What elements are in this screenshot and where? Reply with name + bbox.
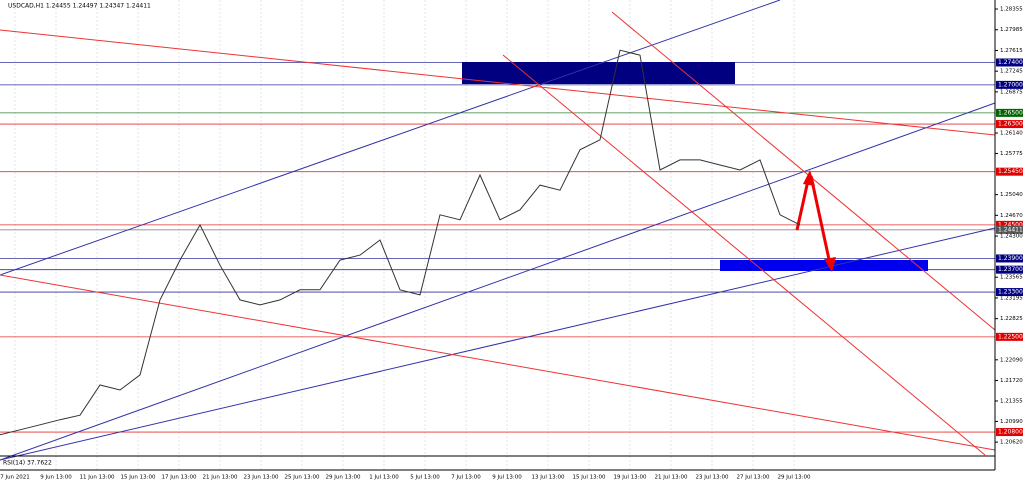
arrow bbox=[795, 175, 811, 231]
level-label: 1.23300 bbox=[998, 289, 1023, 296]
x-tick-label: 13 Jul 13:00 bbox=[532, 475, 565, 481]
trend-line bbox=[0, 0, 781, 276]
level-tag bbox=[996, 265, 1023, 274]
level-label: 1.23900 bbox=[998, 255, 1023, 262]
supply-zone bbox=[462, 62, 735, 84]
y-tick-label: 1.25040 bbox=[1000, 192, 1023, 198]
level-tag bbox=[996, 58, 1023, 67]
drawings bbox=[0, 0, 996, 461]
x-tick-label: 29 Jun 13:00 bbox=[326, 475, 361, 481]
level-label: 1.24500 bbox=[998, 221, 1023, 228]
level-label: 1.22500 bbox=[998, 333, 1023, 340]
x-tick-label: 1 Jul 13:00 bbox=[369, 475, 399, 481]
chart-title: USDCAD,H1 1.24455 1.24497 1.24347 1.2441… bbox=[8, 3, 151, 10]
x-tick-label: 23 Jul 13:00 bbox=[696, 475, 729, 481]
trend-line bbox=[0, 274, 996, 451]
y-tick-label: 1.23565 bbox=[1000, 275, 1023, 281]
x-tick-label: 5 Jul 13:00 bbox=[410, 475, 440, 481]
axes: 1.28355 1.27985 1.27615 1.27245 1.26875 1.261… bbox=[0, 7, 1023, 481]
level-label: 1.25450 bbox=[998, 168, 1023, 175]
level-tag bbox=[996, 220, 1023, 229]
x-tick-label: 11 Jun 13:00 bbox=[80, 475, 115, 481]
trend-line bbox=[0, 227, 996, 461]
level-label: 1.27000 bbox=[998, 81, 1023, 88]
level-tag bbox=[996, 428, 1023, 437]
y-tick-label: 1.27615 bbox=[1000, 48, 1023, 54]
levels: 1.27400 1.27000 1.26500 1.26300 1.25450 1.245… bbox=[0, 58, 1023, 437]
y-tick-label: 1.20620 bbox=[1000, 440, 1023, 446]
level-tag bbox=[996, 167, 1023, 176]
level-label: 1.23700 bbox=[998, 266, 1023, 273]
price-line bbox=[0, 49, 801, 436]
x-tick-label: 9 Jul 13:00 bbox=[492, 475, 522, 481]
y-tick-label: 1.20990 bbox=[1000, 419, 1023, 425]
level-label: 1.27400 bbox=[998, 59, 1023, 66]
level-label: 1.26300 bbox=[998, 121, 1023, 128]
y-tick-label: 1.27985 bbox=[1000, 27, 1023, 33]
y-tick-label: 1.22090 bbox=[1000, 357, 1023, 363]
y-tick-label: 1.26875 bbox=[1000, 89, 1023, 95]
x-tick-label: 7 Jun 2021 bbox=[0, 475, 30, 481]
y-tick-label: 1.25775 bbox=[1000, 151, 1023, 157]
y-tick-label: 1.24300 bbox=[1000, 234, 1023, 240]
y-tick-label: 1.24670 bbox=[1000, 213, 1023, 219]
y-tick-label: 1.28355 bbox=[1000, 7, 1023, 13]
demand-zone bbox=[720, 260, 928, 271]
trend-line bbox=[0, 29, 996, 136]
arrow bbox=[809, 175, 832, 265]
x-tick-label: 17 Jun 13:00 bbox=[162, 475, 197, 481]
level-tag bbox=[996, 332, 1023, 341]
x-tick-label: 19 Jul 13:00 bbox=[614, 475, 647, 481]
level-label: 1.20800 bbox=[998, 429, 1023, 436]
level-label: 1.24411 bbox=[998, 226, 1023, 233]
level-tag bbox=[996, 80, 1023, 89]
trend-line bbox=[611, 11, 996, 331]
x-tick-label: 15 Jul 13:00 bbox=[573, 475, 606, 481]
level-tag bbox=[996, 120, 1023, 129]
level-tag bbox=[996, 254, 1023, 263]
y-tick-label: 1.23195 bbox=[1000, 295, 1023, 301]
indicator-label: RSI(14) 37.7622 bbox=[3, 460, 52, 467]
x-tick-label: 27 Jul 13:00 bbox=[737, 475, 770, 481]
x-tick-label: 21 Jul 13:00 bbox=[655, 475, 688, 481]
level-tag bbox=[996, 288, 1023, 297]
x-tick-label: 7 Jul 13:00 bbox=[451, 475, 481, 481]
x-tick-label: 25 Jun 13:00 bbox=[285, 475, 320, 481]
trend-line bbox=[502, 54, 986, 456]
y-tick-label: 1.22825 bbox=[1000, 316, 1023, 322]
level-tag bbox=[996, 225, 1023, 234]
arrow-head bbox=[824, 257, 836, 272]
level-tag bbox=[996, 108, 1023, 117]
level-label: 1.26500 bbox=[998, 109, 1023, 116]
price-plot bbox=[0, 49, 801, 436]
y-tick-label: 1.21355 bbox=[1000, 398, 1023, 404]
x-tick-label: 9 Jun 13:00 bbox=[40, 475, 72, 481]
y-tick-label: 1.21720 bbox=[1000, 378, 1023, 384]
x-tick-label: 23 Jun 13:00 bbox=[244, 475, 279, 481]
y-tick-label: 1.26140 bbox=[1000, 131, 1023, 137]
y-tick-label: 1.27245 bbox=[1000, 69, 1023, 75]
x-tick-label: 15 Jun 13:00 bbox=[121, 475, 156, 481]
x-tick-label: 21 Jun 13:00 bbox=[203, 475, 238, 481]
x-tick-label: 29 Jul 13:00 bbox=[778, 475, 811, 481]
trend-line bbox=[0, 102, 996, 461]
